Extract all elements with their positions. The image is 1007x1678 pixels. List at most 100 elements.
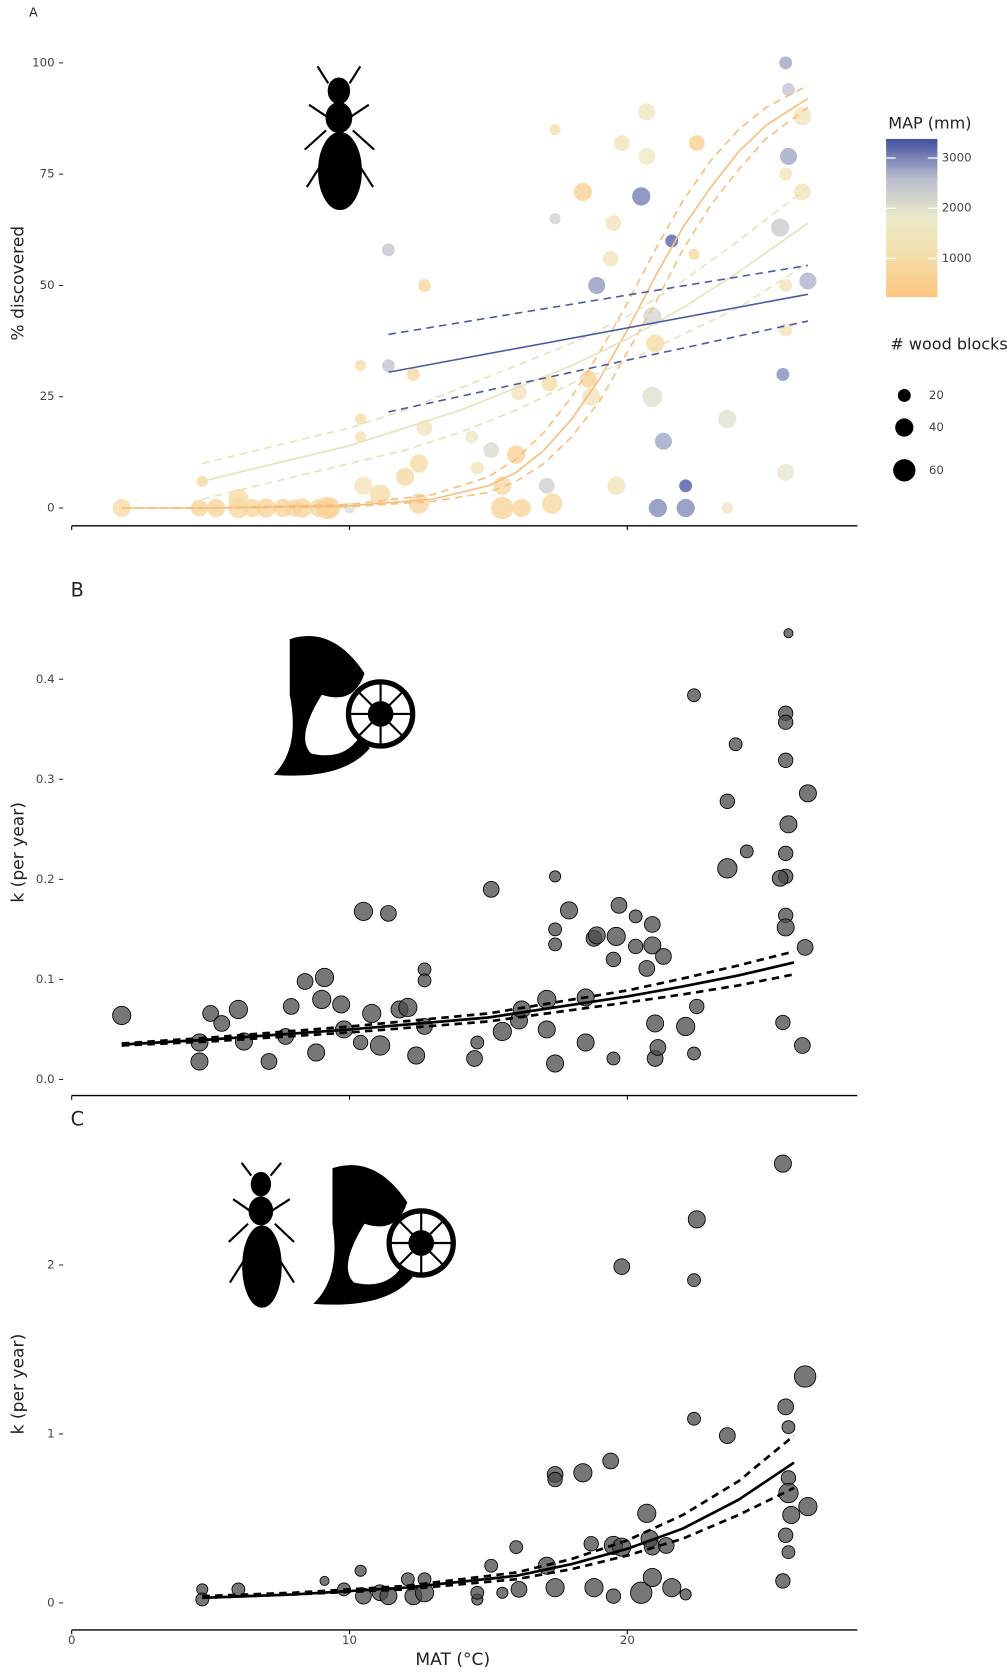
legend-title: MAP (mm) — [888, 113, 971, 132]
point — [605, 215, 622, 232]
point — [793, 1365, 817, 1388]
point — [408, 493, 430, 514]
colorbar — [886, 138, 938, 298]
point — [355, 413, 367, 425]
y-axis-title: k (per year) — [8, 802, 28, 903]
points — [112, 628, 817, 1073]
termite-icon — [228, 1162, 295, 1308]
point — [369, 484, 391, 505]
point — [355, 359, 367, 372]
point — [775, 1573, 791, 1589]
point — [418, 279, 431, 292]
point — [781, 1545, 796, 1560]
point — [781, 1420, 796, 1435]
point — [687, 688, 701, 703]
point — [638, 147, 656, 165]
point — [491, 496, 514, 520]
point — [576, 1033, 595, 1052]
fit-band — [121, 106, 809, 509]
point — [398, 997, 418, 1018]
legend-size-label: 40 — [929, 420, 944, 434]
point — [776, 918, 795, 937]
point — [296, 973, 314, 990]
point — [793, 107, 812, 126]
point — [728, 737, 743, 752]
legend-size-key — [893, 459, 916, 482]
point — [512, 1000, 531, 1019]
point — [416, 420, 433, 436]
point — [778, 752, 794, 768]
fit-band — [388, 264, 809, 336]
point — [541, 375, 558, 392]
point — [584, 1578, 604, 1598]
point — [773, 1154, 792, 1173]
point — [228, 999, 248, 1020]
y-tick-label: 2 — [47, 1257, 54, 1271]
fit-band — [202, 262, 809, 500]
point — [353, 901, 373, 921]
termite-icon — [303, 65, 375, 211]
colorbar-label: 3000 — [942, 151, 972, 165]
points — [112, 56, 817, 520]
point — [549, 213, 561, 225]
legend-size-label: 20 — [929, 388, 944, 402]
fit-band — [121, 950, 795, 1045]
point — [606, 926, 626, 946]
point — [582, 387, 601, 406]
point — [605, 951, 622, 968]
point — [380, 905, 397, 922]
point — [779, 815, 798, 834]
fit-band — [121, 973, 795, 1047]
point — [771, 870, 789, 887]
y-tick-label: 0.2 — [36, 872, 55, 886]
fit-band — [202, 1486, 795, 1600]
y-tick-label: 0 — [47, 501, 54, 515]
y-tick-label: 100 — [32, 55, 54, 69]
point — [613, 1258, 631, 1275]
point — [776, 368, 790, 381]
point — [362, 1003, 382, 1024]
point — [587, 926, 606, 945]
legend-title: # wood blocks — [890, 335, 1007, 354]
point — [637, 1503, 657, 1523]
point — [381, 359, 395, 373]
point — [665, 234, 679, 248]
point — [777, 1398, 795, 1416]
point — [470, 1585, 485, 1600]
point — [316, 496, 339, 520]
point — [688, 135, 705, 151]
y-axis-title: % discovered — [8, 226, 28, 341]
y-tick-label: 0.0 — [36, 1072, 55, 1086]
point — [465, 430, 479, 444]
point — [775, 1014, 791, 1031]
point — [798, 784, 817, 803]
point — [654, 432, 672, 450]
point — [470, 1035, 485, 1050]
y-tick-label: 25 — [40, 389, 55, 403]
point — [549, 870, 562, 883]
point — [545, 1578, 565, 1598]
point — [369, 1035, 391, 1056]
point — [687, 1411, 701, 1426]
legend-size-key — [897, 388, 911, 402]
point — [770, 218, 790, 237]
point — [470, 461, 484, 475]
point — [332, 995, 351, 1014]
point — [721, 502, 733, 514]
point — [779, 279, 793, 292]
point — [739, 844, 754, 859]
point — [628, 938, 644, 955]
point — [112, 498, 131, 518]
point — [395, 467, 415, 487]
point — [381, 243, 395, 257]
point — [719, 1427, 736, 1444]
point — [573, 1463, 593, 1483]
point — [537, 989, 557, 1010]
point — [717, 858, 738, 879]
point — [628, 909, 643, 924]
point — [549, 124, 561, 136]
point — [648, 498, 668, 518]
point — [588, 276, 606, 294]
fit-band — [121, 84, 809, 509]
